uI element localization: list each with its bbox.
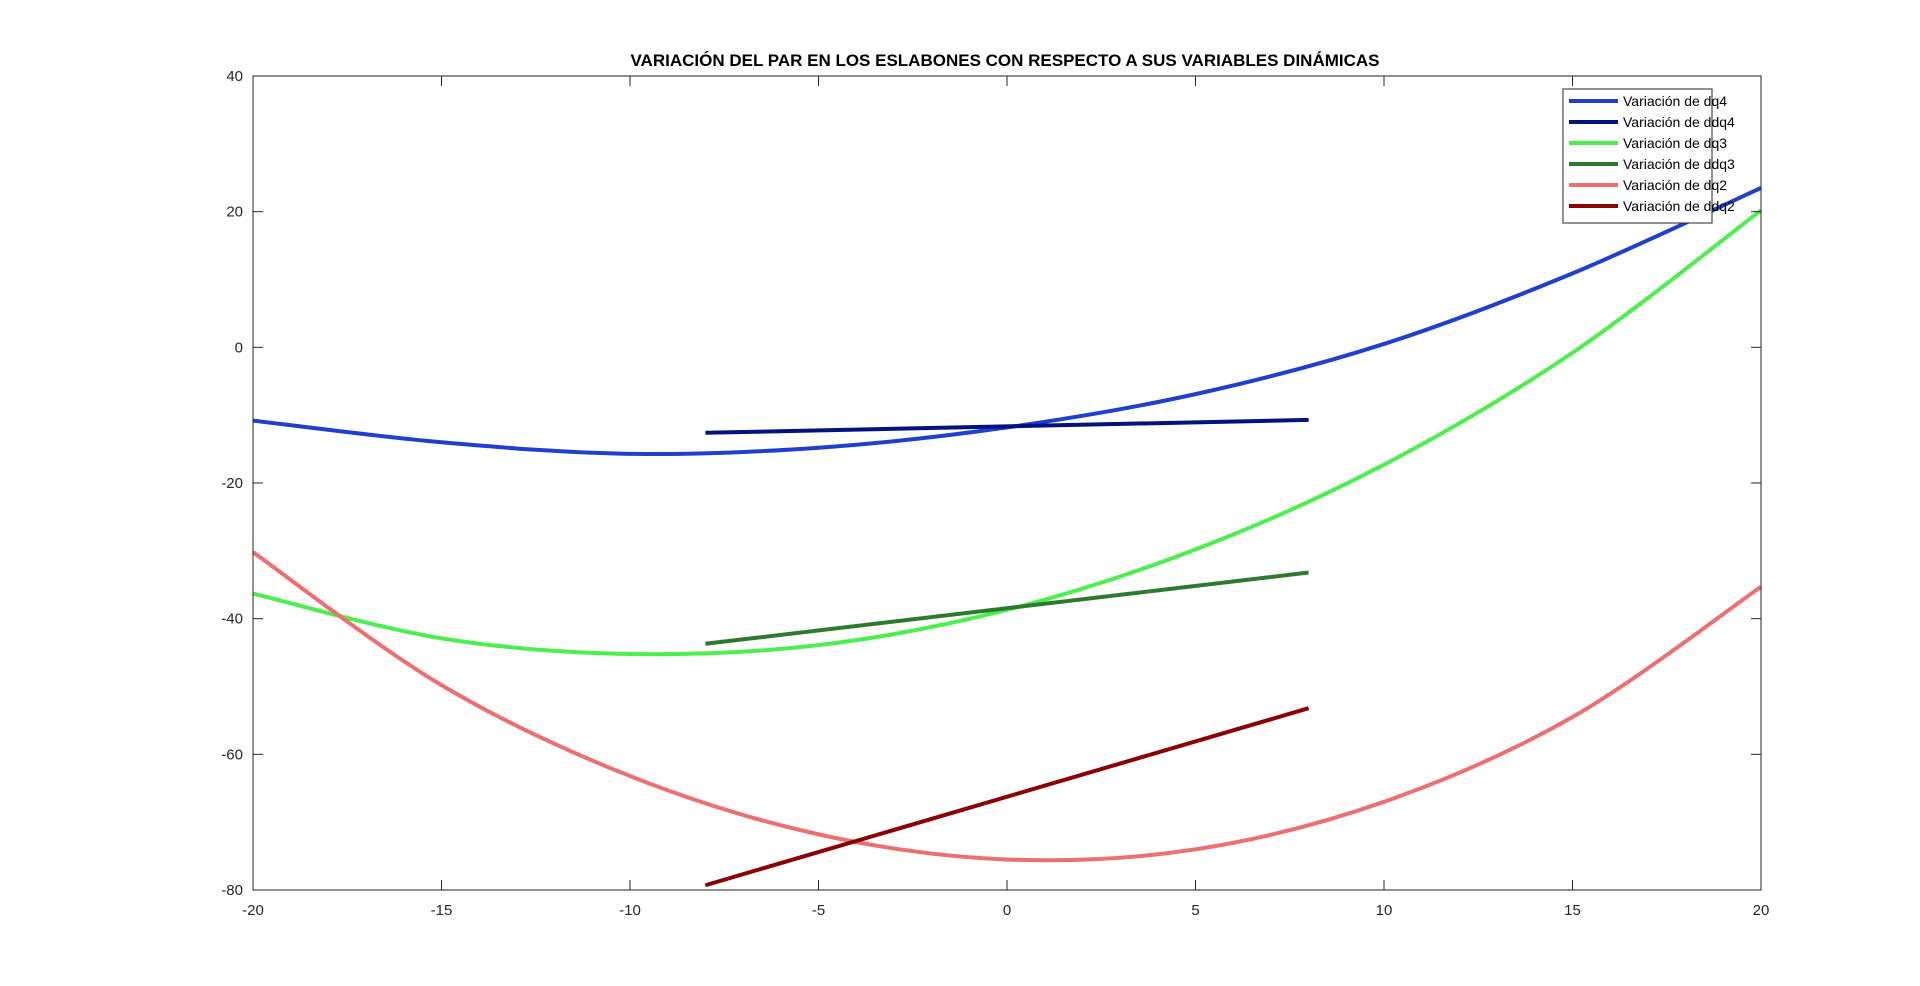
x-tick-label: 0 <box>1003 902 1011 919</box>
x-tick-label: -20 <box>242 902 264 919</box>
x-tick-label: -15 <box>431 902 453 919</box>
y-axis: -80 -60 -40 -20 0 20 40 <box>221 68 1761 899</box>
chart-title: VARIACIÓN DEL PAR EN LOS ESLABONES CON R… <box>630 51 1379 70</box>
series-line-1 <box>252 186 1762 457</box>
series-line-2 <box>705 417 1309 435</box>
x-tick-label: 20 <box>1753 902 1770 919</box>
y-tick-label: -40 <box>221 611 243 628</box>
x-axis: -20 -15 -10 -5 0 5 10 15 20 <box>242 76 1769 919</box>
plot-lines <box>251 186 1763 888</box>
x-tick-label: 5 <box>1191 902 1199 919</box>
legend-label: Variación de dq4 <box>1623 93 1727 109</box>
series-line-4 <box>705 570 1309 646</box>
y-tick-label: 40 <box>226 68 243 85</box>
legend: Variación de dq4 Variación de ddq4 Variaci… <box>1562 88 1735 224</box>
y-tick-label: 20 <box>226 204 243 221</box>
y-tick-label: -20 <box>221 475 243 492</box>
legend-label: Variación de ddq4 <box>1623 114 1735 130</box>
x-tick-label: -10 <box>619 902 641 919</box>
y-tick-label: 0 <box>235 339 243 356</box>
legend-label: Variación de dq3 <box>1623 135 1727 151</box>
series-line-3 <box>252 208 1763 657</box>
legend-label: Variación de ddq2 <box>1623 198 1735 214</box>
legend-label: Variación de ddq3 <box>1623 156 1735 172</box>
series-line-6 <box>704 706 1310 888</box>
series-line-5 <box>251 550 1763 863</box>
axes-box <box>252 75 1762 891</box>
y-tick-label: -60 <box>221 746 243 763</box>
x-tick-label: 15 <box>1564 902 1581 919</box>
x-tick-label: 10 <box>1376 902 1393 919</box>
x-tick-label: -5 <box>812 902 825 919</box>
y-tick-label: -80 <box>221 882 243 899</box>
legend-box <box>1562 88 1713 224</box>
legend-label: Variación de dq2 <box>1623 177 1727 193</box>
